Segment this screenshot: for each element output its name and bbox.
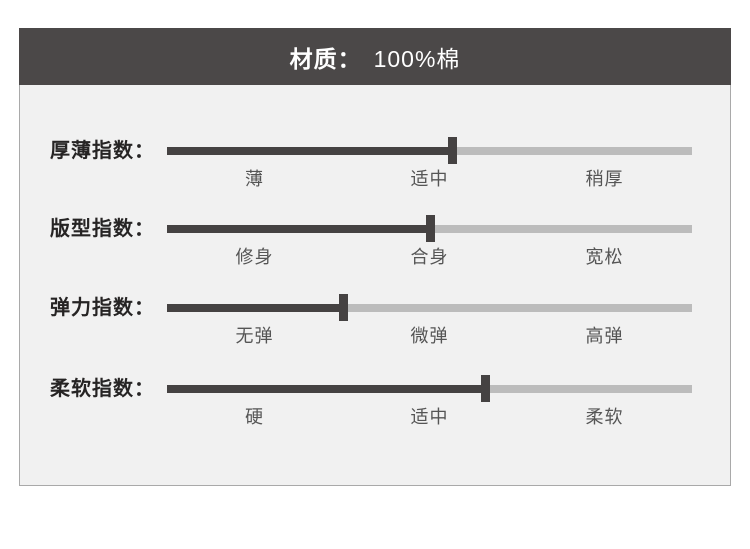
tick-label: 薄 [245, 169, 264, 189]
card-header: 材质： 100%棉 [19, 28, 731, 85]
tick-label: 适中 [410, 169, 449, 189]
tick-labels: 无弹 微弹 高弹 [167, 325, 692, 347]
material-label: 材质： [289, 45, 362, 72]
row-label: 柔软指数： [50, 378, 155, 400]
tick-label: 硬 [245, 407, 264, 427]
slider-fill [167, 385, 486, 393]
tick-labels: 修身 合身 宽松 [167, 246, 692, 268]
tick-labels: 薄 适中 稍厚 [167, 168, 692, 190]
slider-track [167, 294, 692, 321]
index-row-fit: 版型指数： 修身 合身 宽松 [20, 215, 730, 275]
slider-track [167, 215, 692, 242]
slider-track [167, 375, 692, 402]
tick-label: 修身 [235, 247, 274, 267]
row-label: 厚薄指数： [50, 140, 155, 162]
material-index-card: 材质： 100%棉 厚薄指数： 薄 适中 稍厚 版型指数： 修身 合身 [19, 28, 731, 486]
slider-fill [167, 147, 453, 155]
index-row-thickness: 厚薄指数： 薄 适中 稍厚 [20, 137, 730, 197]
slider-marker [480, 375, 490, 402]
tick-label: 高弹 [585, 326, 624, 346]
material-value: 100%棉 [373, 45, 461, 72]
slider-marker [448, 137, 458, 164]
slider-track [167, 137, 692, 164]
tick-label: 适中 [410, 407, 449, 427]
tick-label: 无弹 [235, 326, 274, 346]
slider-marker [426, 215, 436, 242]
tick-label: 合身 [410, 247, 449, 267]
row-label: 版型指数： [50, 218, 155, 240]
slider-fill [167, 225, 431, 233]
tick-labels: 硬 适中 柔软 [167, 406, 692, 428]
index-row-elasticity: 弹力指数： 无弹 微弹 高弹 [20, 294, 730, 354]
tick-label: 宽松 [585, 247, 624, 267]
slider-fill [167, 304, 344, 312]
slider-marker [339, 294, 349, 321]
index-row-softness: 柔软指数： 硬 适中 柔软 [20, 375, 730, 435]
row-label: 弹力指数： [50, 297, 155, 319]
tick-label: 柔软 [585, 407, 624, 427]
tick-label: 稍厚 [585, 169, 624, 189]
tick-label: 微弹 [410, 326, 449, 346]
index-panel: 厚薄指数： 薄 适中 稍厚 版型指数： 修身 合身 宽松 [19, 85, 731, 486]
